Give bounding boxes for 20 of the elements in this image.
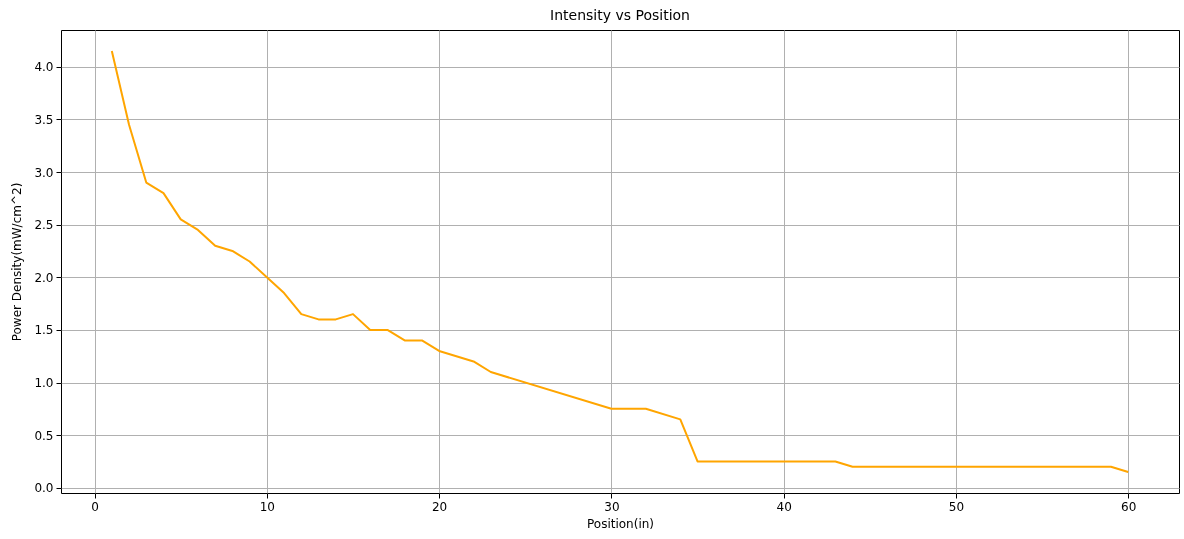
x-tick-label: 60 (1121, 499, 1137, 514)
y-tick-label: 0.5 (34, 428, 54, 443)
x-tick-label: 0 (91, 499, 99, 514)
x-tick-label: 20 (431, 499, 448, 514)
y-tick-label: 4.0 (34, 60, 54, 75)
y-tick-label: 3.0 (34, 165, 54, 180)
x-tick-label: 10 (259, 499, 275, 514)
chart-title: Intensity vs Position (550, 7, 690, 23)
y-tick-label: 0.0 (34, 481, 54, 496)
y-tick-label: 1.0 (34, 376, 54, 391)
y-tick-label: 1.5 (34, 323, 54, 338)
y-tick-label: 2.0 (34, 270, 54, 285)
y-tick-label: 2.5 (34, 218, 54, 233)
y-axis-title: Power Density(mW/cm^2) (10, 182, 25, 342)
y-tick-label: 3.5 (34, 112, 54, 127)
x-tick-label: 50 (948, 499, 965, 514)
x-axis-title: Position(in) (586, 516, 655, 531)
x-tick-label: 40 (776, 499, 792, 514)
x-tick-label: 30 (604, 499, 620, 514)
line-series (110, 50, 1130, 473)
